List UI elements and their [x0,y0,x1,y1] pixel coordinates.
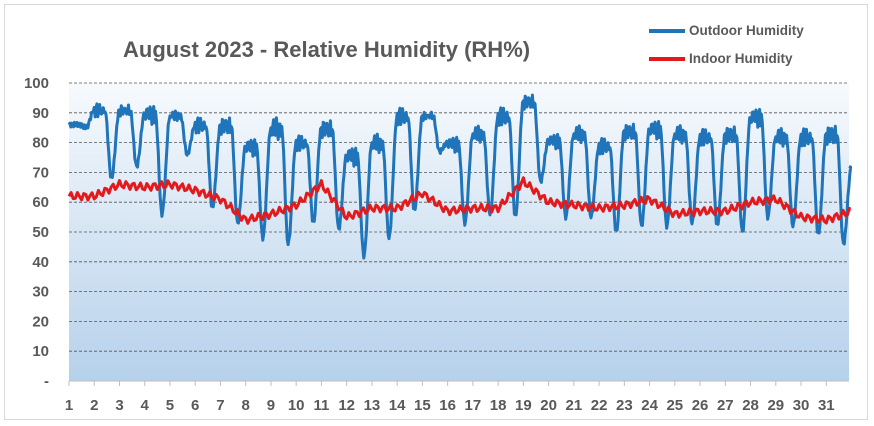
legend-label-outdoor: Outdoor Humidity [689,23,804,38]
x-tick-label: 20 [540,397,557,414]
x-tick-label: 12 [338,397,355,414]
y-tick-label: 60 [32,194,49,211]
y-tick-label: 30 [32,284,49,301]
y-tick-label: 80 [32,135,49,152]
x-tick-label: 23 [616,397,633,414]
x-tick-label: 16 [439,397,456,414]
y-tick-label: 100 [24,75,49,92]
y-axis: - 10 20 30 40 50 60 70 80 90 100 [24,75,49,390]
x-tick-label: 10 [288,397,305,414]
x-tick-label: 14 [389,397,406,414]
x-tick-label: 21 [566,397,583,414]
x-tick-label: 15 [414,397,431,414]
x-tick-label: 30 [793,397,810,414]
series-line-indoor [67,176,851,225]
x-tick-label: 27 [717,397,734,414]
y-tick-label: 10 [32,343,49,360]
x-tick-label: 4 [141,397,150,414]
x-tick-label: 18 [490,397,507,414]
x-tick-label: 28 [742,397,759,414]
x-tick-label: 24 [641,397,658,414]
x-tick-label: 1 [65,397,73,414]
x-tick-label: 17 [465,397,482,414]
legend-label-indoor: Indoor Humidity [689,51,793,66]
x-tick-label: 13 [364,397,381,414]
x-tick-label: 29 [767,397,784,414]
x-tick-label: 11 [313,397,329,414]
gridlines [69,82,849,352]
legend: Outdoor Humidity Indoor Humidity [649,23,804,66]
y-tick-label: 70 [32,164,49,181]
x-tick-label: 8 [242,397,250,414]
y-tick-label: 40 [32,254,49,271]
y-tick-label: 50 [32,224,49,241]
x-tick-label: 7 [216,397,224,414]
x-tick-label: 9 [267,397,275,414]
chart-frame: -10 20 30 40 50 60 70 80 90 100 1 2 3 4 5 6 7 8 9 10 11 12 13… [4,4,868,420]
x-tick-label: 26 [692,397,709,414]
x-tick-label: 5 [166,397,174,414]
series-line-outdoor [67,93,853,260]
x-axis: 1 2 3 4 5 6 7 8 9 10 11 12 13 14 15 16 17 18 19 20 21 22 23 24 2… [65,380,849,414]
x-tick-label: 2 [90,397,98,414]
x-tick-label: 19 [515,397,532,414]
series-layer [67,93,853,260]
x-tick-label: 31 [818,397,835,414]
y-tick-label: 90 [32,105,49,122]
y-tick-label: 20 [32,313,49,330]
x-tick-label: 6 [191,397,199,414]
x-tick-label: 3 [115,397,123,414]
x-tick-label: 25 [666,397,683,414]
x-tick-label: 22 [591,397,608,414]
y-tick-label: - [44,373,49,390]
chart-title: August 2023 - Relative Humidity (RH%) [123,37,530,62]
